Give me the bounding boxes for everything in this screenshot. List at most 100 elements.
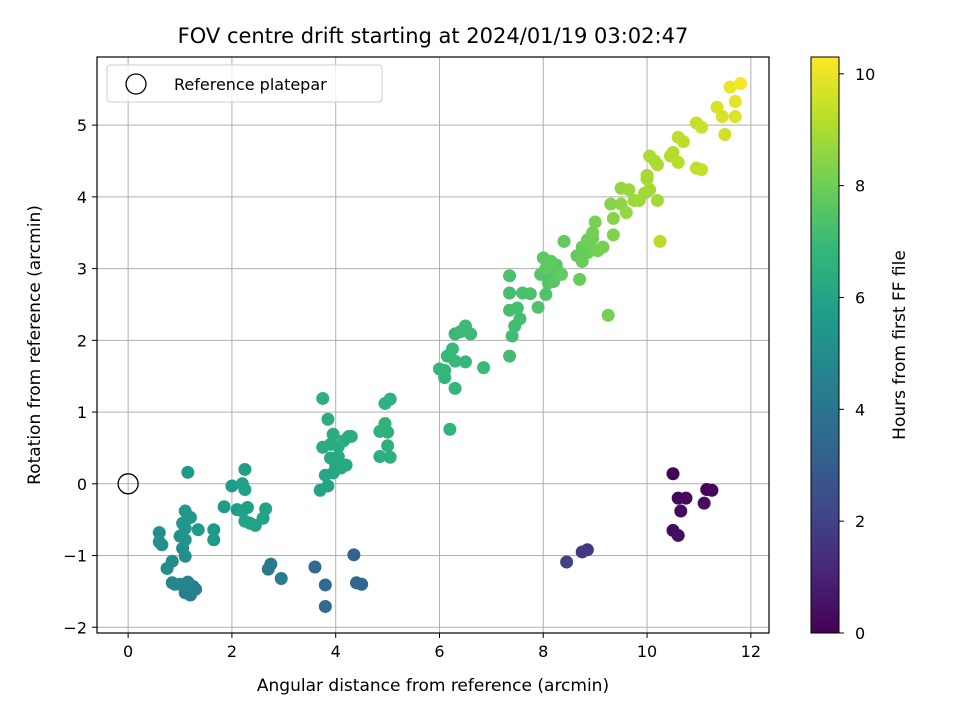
colorbar-tick-label: 10	[855, 65, 875, 84]
data-point	[240, 500, 254, 514]
colorbar-tick-label: 6	[855, 288, 865, 307]
data-point	[604, 197, 618, 211]
data-point	[676, 135, 690, 149]
data-point	[503, 286, 517, 300]
y-tick-label: 4	[77, 188, 87, 207]
reference-platepar-point	[117, 473, 139, 495]
data-point	[207, 533, 221, 547]
data-point	[588, 215, 602, 229]
y-tick-label: −1	[63, 547, 87, 566]
data-point	[695, 163, 709, 177]
x-axis-label: Angular distance from reference (arcmin)	[257, 676, 609, 696]
data-point	[503, 269, 517, 283]
data-point	[183, 511, 197, 525]
data-point	[331, 450, 345, 464]
data-point	[316, 391, 330, 405]
data-point	[238, 483, 252, 497]
reference-marker	[117, 473, 139, 495]
data-point	[225, 479, 239, 493]
data-point	[510, 301, 524, 315]
data-point	[443, 422, 457, 436]
legend-marker	[125, 73, 147, 95]
y-tick-label: 3	[77, 260, 87, 279]
data-point	[152, 526, 166, 540]
data-point	[640, 168, 654, 182]
data-point	[666, 467, 680, 481]
colorbar: 0 2 4 6 8 10 Hours from first FF file	[810, 56, 910, 643]
data-point	[650, 193, 664, 207]
data-point	[168, 577, 182, 591]
data-point	[523, 287, 537, 301]
data-point	[674, 504, 688, 518]
data-point	[274, 571, 288, 585]
legend: Reference platepar	[106, 64, 383, 103]
y-tick-label: 1	[77, 403, 87, 422]
data-point	[165, 554, 179, 568]
y-tick-label: 2	[77, 331, 87, 350]
legend-entry-reference: Reference platepar	[174, 75, 327, 94]
y-tick-label: 5	[77, 116, 87, 135]
data-point	[217, 500, 231, 514]
x-tick-label: 8	[538, 642, 548, 661]
data-point	[448, 381, 462, 395]
data-point	[544, 254, 558, 268]
data-point	[573, 272, 587, 286]
colorbar-tick-label: 0	[855, 624, 865, 643]
data-points	[152, 77, 747, 613]
data-point	[383, 450, 397, 464]
data-point	[619, 206, 633, 220]
data-point	[728, 110, 742, 124]
data-point	[695, 120, 709, 134]
data-point	[321, 479, 335, 493]
data-point	[622, 183, 636, 197]
data-point	[554, 267, 568, 281]
y-axis-ticks: −2 −1 0 1 2 3 4 5	[63, 116, 97, 637]
data-point	[503, 349, 517, 363]
data-point	[373, 450, 387, 464]
data-point	[321, 412, 335, 426]
data-point	[671, 155, 685, 169]
chart-title: FOV centre drift starting at 2024/01/19 …	[178, 24, 689, 48]
data-point	[606, 211, 620, 225]
data-point	[477, 361, 491, 375]
data-point	[705, 483, 719, 497]
data-point	[653, 234, 667, 248]
data-point	[261, 562, 275, 576]
grid-lines	[97, 57, 769, 633]
data-point	[715, 110, 729, 124]
colorbar-ticks: 0 2 4 6 8 10	[839, 65, 875, 643]
data-point	[448, 354, 462, 368]
data-point	[531, 300, 545, 314]
x-axis-ticks: 0 2 4 6 8 10 12	[123, 633, 761, 661]
data-point	[458, 355, 472, 369]
colorbar-tick-label: 2	[855, 512, 865, 531]
data-point	[666, 145, 680, 159]
x-tick-label: 4	[331, 642, 341, 661]
data-point	[671, 528, 685, 542]
y-axis-label: Rotation from reference (arcmin)	[25, 205, 45, 485]
data-point	[381, 439, 395, 453]
data-point	[155, 538, 169, 552]
plot-frame	[96, 56, 770, 634]
data-point	[438, 363, 452, 377]
data-point	[733, 77, 747, 91]
x-tick-label: 10	[637, 642, 657, 661]
data-point	[697, 496, 711, 510]
data-point	[339, 458, 353, 472]
y-tick-label: 0	[77, 475, 87, 494]
data-point	[643, 183, 657, 197]
x-tick-label: 12	[741, 642, 761, 661]
data-point	[513, 312, 527, 326]
data-point	[606, 228, 620, 242]
data-point	[650, 158, 664, 172]
colorbar-label: Hours from first FF file	[890, 250, 910, 440]
data-point	[596, 240, 610, 254]
data-point	[191, 523, 205, 537]
data-point	[238, 462, 252, 476]
data-point	[723, 80, 737, 94]
data-point	[355, 577, 369, 591]
data-point	[308, 560, 322, 574]
x-tick-label: 2	[227, 642, 237, 661]
data-point	[539, 287, 553, 301]
